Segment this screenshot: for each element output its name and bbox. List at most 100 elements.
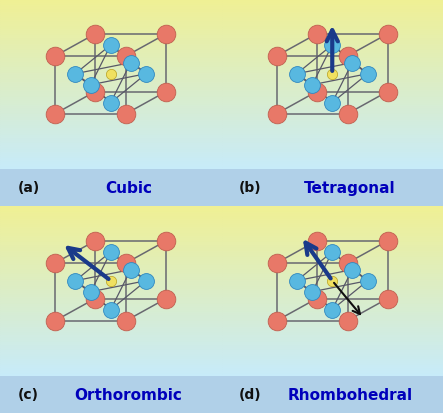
Bar [0, 304, 222, 306]
Bar [0, 108, 222, 110]
Bar [0, 42, 222, 45]
Bar [222, 272, 443, 274]
Bar [0, 78, 222, 81]
Bar [222, 336, 443, 338]
Bar [222, 123, 443, 125]
Bar [222, 314, 443, 316]
Bar [0, 123, 222, 125]
Bar [0, 4, 222, 6]
Bar [222, 357, 443, 359]
Bar [0, 238, 222, 240]
Bar [0, 129, 222, 131]
Bar [222, 154, 443, 157]
Bar [222, 308, 443, 310]
Bar [222, 321, 443, 323]
Bar [222, 291, 443, 293]
Bar [0, 64, 222, 66]
Bar [222, 45, 443, 47]
Bar [0, 257, 222, 259]
Bar [222, 25, 443, 28]
Bar [222, 131, 443, 133]
Bar [0, 53, 222, 55]
Bar [0, 206, 222, 209]
Point [313, 31, 320, 38]
Point [273, 111, 280, 118]
Bar [222, 295, 443, 297]
Bar [222, 76, 443, 78]
Point [107, 249, 114, 256]
Point [52, 53, 59, 60]
Bar [0, 244, 222, 247]
Bar [0, 274, 222, 276]
Bar [222, 244, 443, 247]
Bar [222, 249, 443, 251]
Bar [0, 135, 222, 138]
Bar [222, 93, 443, 95]
Bar [222, 263, 443, 266]
Point [143, 278, 150, 284]
Point [52, 111, 59, 118]
Point [349, 267, 356, 273]
Bar [222, 100, 443, 102]
Bar [222, 66, 443, 68]
Bar [0, 276, 222, 278]
Bar [222, 327, 443, 329]
Bar [222, 259, 443, 261]
Bar [0, 211, 222, 213]
Bar [222, 342, 443, 344]
Bar [0, 300, 222, 302]
Bar [0, 321, 222, 323]
Bar [0, 70, 222, 72]
Bar [222, 110, 443, 112]
Text: Orthorombic: Orthorombic [74, 387, 183, 402]
Bar [222, 74, 443, 76]
Bar [0, 370, 222, 372]
Point [364, 278, 371, 284]
Point [107, 306, 114, 313]
Bar [0, 327, 222, 329]
Bar [0, 28, 222, 30]
Bar [0, 55, 222, 57]
Point [384, 295, 391, 302]
Bar [0, 319, 222, 321]
Bar [0, 209, 222, 211]
Bar [222, 230, 443, 232]
Bar [0, 40, 222, 43]
Bar [0, 106, 222, 108]
Bar [0, 342, 222, 344]
Bar [0, 165, 222, 167]
Point [92, 295, 99, 302]
Text: Cubic: Cubic [105, 180, 152, 195]
Bar [0, 74, 222, 76]
Bar [0, 228, 222, 230]
Point [123, 318, 130, 324]
Bar [0, 333, 222, 336]
Bar [0, 68, 222, 70]
Point [293, 278, 300, 284]
Bar [0, 81, 222, 83]
Bar [222, 282, 443, 285]
Bar [0, 272, 222, 274]
Bar [222, 217, 443, 219]
Bar [222, 368, 443, 370]
Bar [0, 340, 222, 342]
Bar [222, 17, 443, 19]
Bar [222, 346, 443, 348]
Bar [222, 112, 443, 114]
Bar [222, 8, 443, 11]
Point [87, 82, 94, 89]
Bar [0, 89, 222, 91]
Bar [0, 45, 222, 47]
Bar [222, 209, 443, 211]
Point [163, 295, 170, 302]
Bar [222, 312, 443, 314]
Bar [0, 308, 222, 310]
Bar [222, 370, 443, 372]
Bar [222, 142, 443, 144]
Bar [0, 121, 222, 123]
Bar [0, 353, 222, 355]
Bar [0, 293, 222, 295]
Bar [0, 144, 222, 146]
Bar [222, 106, 443, 108]
Bar [222, 116, 443, 119]
